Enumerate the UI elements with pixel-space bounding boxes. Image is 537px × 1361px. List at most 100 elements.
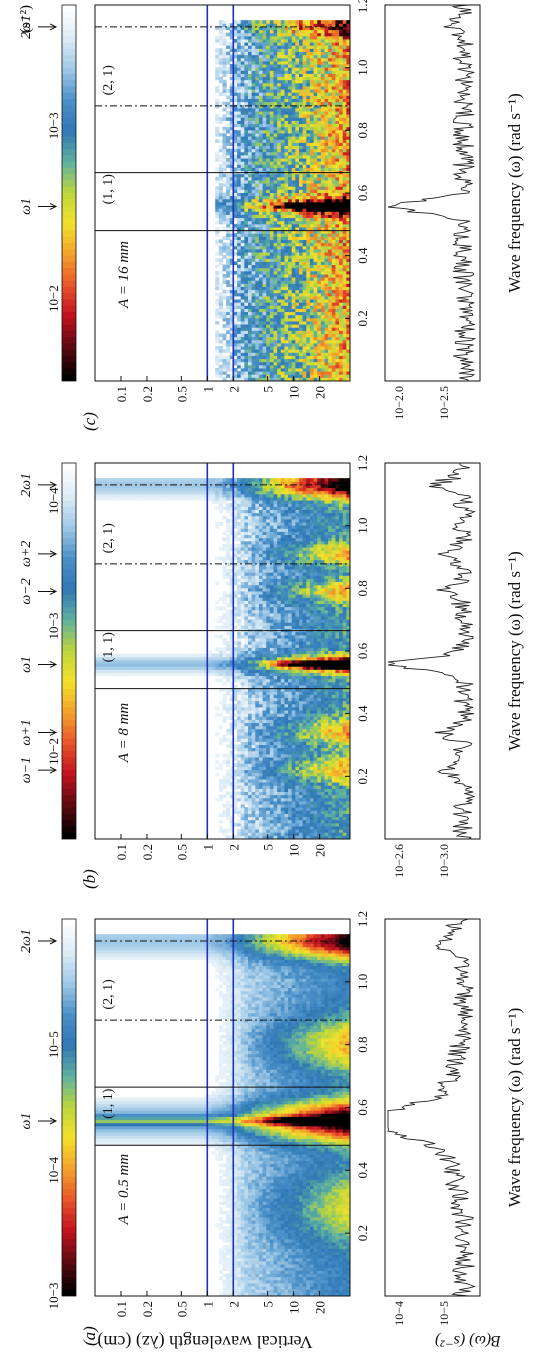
heatmap-cell (237, 1031, 242, 1036)
heatmap-cell (156, 1103, 162, 1108)
heatmap-cell (109, 1110, 114, 1114)
heatmap-cell (211, 1138, 216, 1143)
heatmap-cell (295, 1292, 300, 1296)
heatmap-cell (164, 1132, 169, 1136)
heatmap-cell (295, 1019, 300, 1023)
heatmap-cell (160, 1122, 165, 1127)
heatmap-cell (156, 946, 162, 951)
heatmap-cell (291, 1201, 296, 1205)
heatmap-cell (302, 1003, 307, 1007)
heatmap-cell (277, 975, 282, 979)
heatmap-cell (291, 1220, 296, 1224)
heatmap-cell (280, 1279, 285, 1284)
heatmap-cell (269, 959, 275, 963)
heatmap-cell (302, 1223, 307, 1227)
heatmap-cell (331, 934, 336, 938)
heatmap-cell (244, 1160, 249, 1165)
heatmap-cell (284, 1179, 289, 1183)
heatmap-cell (273, 1289, 278, 1293)
heatmap-cell (244, 1185, 249, 1190)
heatmap-cell (317, 1025, 322, 1029)
heatmap-cell (306, 987, 311, 992)
heatmap-cell (105, 943, 111, 948)
heatmap-cell (288, 1150, 293, 1155)
heatmap-cell (189, 937, 194, 941)
heatmap-cell (339, 1279, 344, 1284)
heatmap-cell (262, 1254, 267, 1259)
heatmap-cell (320, 1245, 326, 1249)
heatmap-cell (328, 1254, 333, 1259)
heatmap-cell (320, 1053, 326, 1058)
heatmap-cell (218, 1056, 224, 1061)
heatmap-cell (222, 1198, 227, 1202)
heatmap-cell (302, 959, 307, 963)
heatmap-cell (142, 1138, 147, 1143)
heatmap-cell (342, 1003, 347, 1007)
heatmap-cell (320, 1163, 326, 1168)
heatmap-cell (124, 943, 129, 948)
heatmap-cell (269, 1094, 275, 1099)
heatmap-cell (331, 1047, 336, 1051)
heatmap-cell (342, 1022, 347, 1026)
colorbar-swatch (62, 1125, 76, 1133)
heatmap-cell (320, 971, 326, 976)
heatmap-cell (342, 993, 347, 998)
heatmap-cell (302, 968, 307, 973)
heatmap-cell (342, 1135, 347, 1139)
heatmap-cell (284, 1034, 289, 1039)
heatmap-cell (127, 1106, 132, 1111)
heatmap-cell (116, 1097, 121, 1102)
heatmap-cell (299, 1289, 304, 1293)
heatmap-cell (237, 1176, 242, 1180)
heatmap-cell (200, 1116, 205, 1121)
heatmap-cell (273, 1034, 278, 1039)
heatmap-cell (269, 1251, 275, 1256)
heatmap-cell (142, 943, 147, 948)
heatmap-cell (284, 1028, 289, 1033)
heatmap-cell (299, 1059, 304, 1064)
heatmap-cell (218, 968, 224, 973)
heatmap-cell (266, 1081, 271, 1086)
heatmap-cell (113, 1100, 118, 1105)
heatmap-cell (105, 1122, 111, 1127)
heatmap-cell (339, 946, 344, 951)
heatmap-cell (331, 1169, 336, 1174)
heatmap-cell (200, 1113, 205, 1117)
heatmap-cell (233, 1078, 238, 1083)
heatmap-cell (258, 1091, 264, 1095)
heatmap-cell (335, 1220, 340, 1224)
heatmap-cell (226, 1009, 231, 1014)
heatmap-cell (317, 1047, 322, 1051)
heatmap-cell (240, 1279, 245, 1284)
heatmap-cell (251, 1009, 256, 1014)
heatmap-cell (189, 1106, 194, 1111)
colorbar-swatch (62, 1119, 76, 1127)
heatmap-cell (291, 934, 296, 938)
heatmap-cell (328, 971, 333, 976)
heatmap-cell (131, 946, 136, 951)
heatmap-cell (218, 1091, 224, 1095)
heatmap-cell (262, 1185, 267, 1190)
heatmap-cell (255, 971, 260, 976)
heatmap-cell (324, 1110, 329, 1114)
heatmap-cell (328, 1116, 333, 1121)
heatmap-cell (193, 934, 198, 938)
heatmap-cell (113, 1132, 118, 1136)
heatmap-cell (240, 1163, 245, 1168)
heatmap-cell (222, 1248, 227, 1253)
heatmap-cell (222, 1069, 227, 1073)
heatmap-cell (113, 1128, 118, 1133)
heatmap-cell (299, 1267, 304, 1271)
heatmap-cell (131, 1103, 136, 1108)
heatmap-cell (255, 943, 260, 948)
heatmap-cell (248, 1185, 253, 1190)
heatmap-cell (324, 1154, 329, 1158)
colorbar-swatch (62, 1176, 76, 1183)
heatmap-cell (288, 1116, 293, 1121)
heatmap-cell (237, 1138, 242, 1143)
heatmap-cell (324, 1050, 329, 1055)
heatmap-cell (182, 1103, 187, 1108)
heatmap-cell (142, 937, 147, 941)
heatmap-cell (226, 1204, 231, 1209)
heatmap-cell (251, 1000, 256, 1004)
